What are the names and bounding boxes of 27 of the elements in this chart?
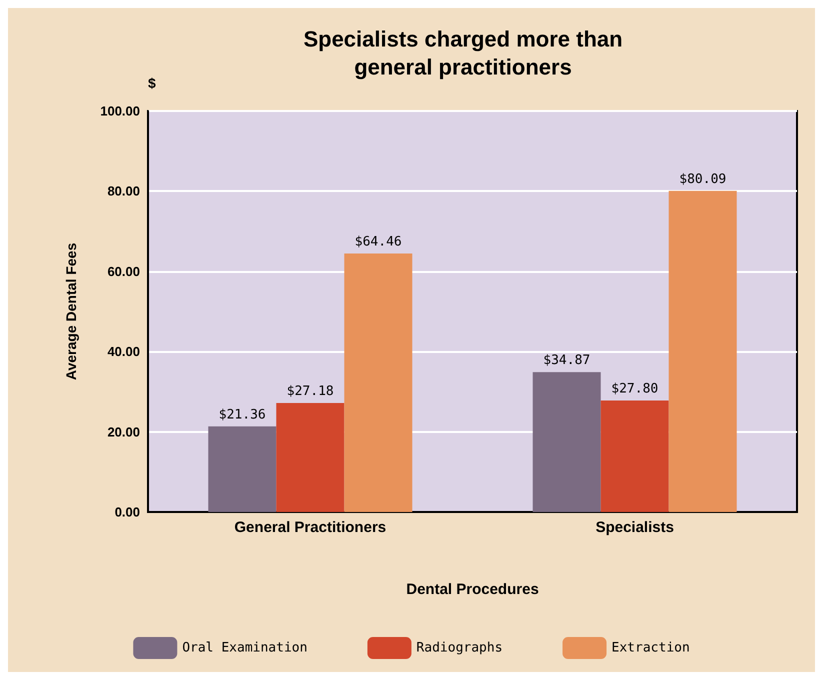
y-tick-label: 40.00 <box>107 344 140 360</box>
y-axis-title: Average Dental Fees <box>63 242 79 380</box>
data-label: $80.09 <box>679 172 726 187</box>
y-tick-label: 80.00 <box>107 184 140 199</box>
bar <box>208 426 276 512</box>
x-tick-label: General Practitioners <box>234 519 386 536</box>
bar <box>532 372 601 512</box>
data-label: $64.46 <box>354 234 402 250</box>
bar <box>276 403 344 512</box>
legend-label: Oral Examination <box>182 640 308 656</box>
y-tick-label: 20.00 <box>107 424 140 440</box>
data-label: $27.80 <box>611 382 658 397</box>
bar <box>600 400 669 512</box>
y-tick-label: 0.00 <box>114 504 140 520</box>
data-label: $34.87 <box>543 353 590 368</box>
data-label: $21.36 <box>218 407 266 422</box>
legend-label: Extraction <box>612 640 690 656</box>
y-tick-label: 100.00 <box>100 104 140 118</box>
x-axis-title: Dental Procedures <box>406 581 539 598</box>
bar <box>344 254 412 512</box>
data-label: $27.18 <box>286 384 334 400</box>
legend-label: Radiographs <box>416 640 503 656</box>
y-tick-label: 60.00 <box>107 264 140 279</box>
text: $ <box>148 75 156 91</box>
x-tick-label: Specialists <box>596 519 674 536</box>
chart-title: Specialists charged more than general practitioners <box>303 26 623 80</box>
bar <box>668 190 737 512</box>
